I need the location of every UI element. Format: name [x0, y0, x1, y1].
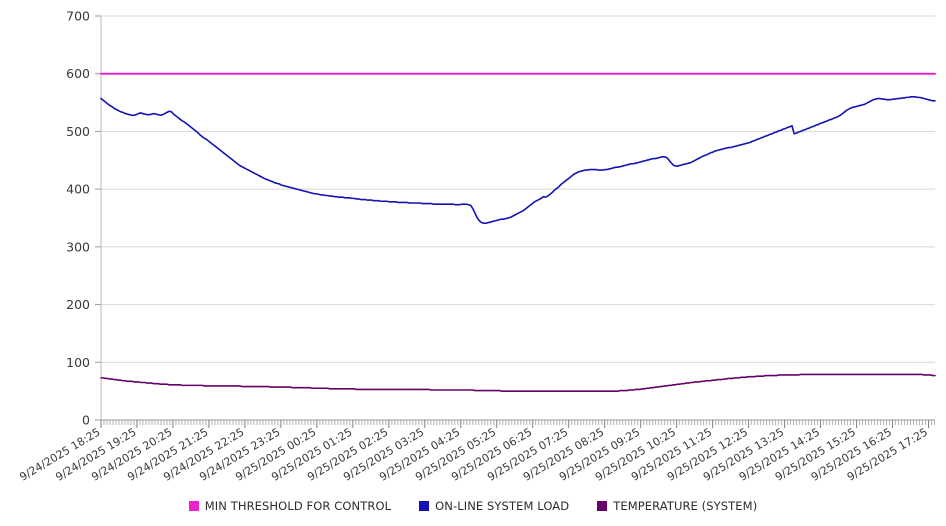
legend-label: ON-LINE SYSTEM LOAD — [435, 499, 570, 513]
y-axis: 0 100 200 300 400 500 600 700 — [66, 9, 935, 428]
series-lines — [100, 72, 936, 392]
legend-item[interactable]: MIN THRESHOLD FOR CONTROL — [188, 499, 392, 513]
svg-text:500: 500 — [66, 124, 90, 139]
legend-item[interactable]: ON-LINE SYSTEM LOAD — [419, 499, 569, 513]
chart-legend: MIN THRESHOLD FOR CONTROL ON-LINE SYSTEM … — [0, 495, 946, 517]
x-axis — [100, 420, 936, 428]
svg-text:200: 200 — [66, 297, 90, 312]
gridlines — [101, 15, 935, 363]
svg-text:700: 700 — [66, 9, 90, 24]
legend-label: MIN THRESHOLD FOR CONTROL — [204, 499, 392, 513]
legend-color-swatch — [419, 501, 430, 511]
svg-text:0: 0 — [82, 413, 90, 428]
legend-color-swatch — [188, 501, 199, 511]
svg-text:100: 100 — [66, 355, 90, 370]
svg-text:300: 300 — [66, 239, 90, 254]
legend-item[interactable]: TEMPERATURE (SYSTEM) — [597, 499, 757, 513]
legend-color-swatch — [597, 501, 608, 511]
legend-label: TEMPERATURE (SYSTEM) — [613, 499, 758, 513]
svg-text:600: 600 — [66, 66, 90, 81]
x-tick-labels: 9/24/2025 18:259/24/2025 19:259/24/2025 … — [17, 425, 930, 483]
svg-text:400: 400 — [66, 182, 90, 197]
